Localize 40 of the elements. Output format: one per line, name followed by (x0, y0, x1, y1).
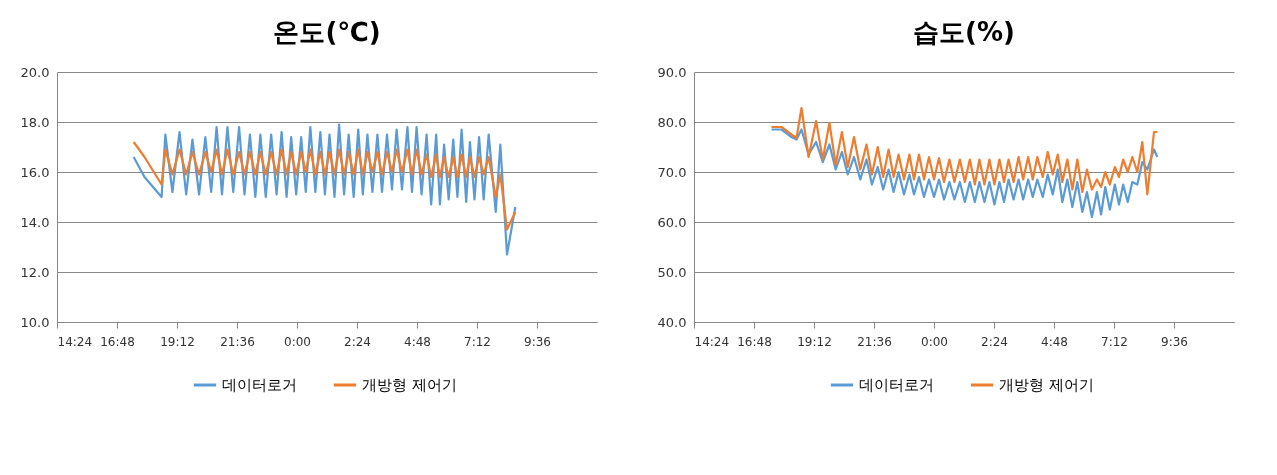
y-tick-label: 50.0 (657, 264, 687, 280)
chart-title: 온도(℃) (273, 17, 381, 47)
y-tick-label: 12.0 (20, 264, 50, 280)
y-tick-label: 18.0 (20, 114, 50, 130)
line-series (770, 128, 1159, 219)
x-tick-label: 7:12 (464, 334, 491, 349)
y-tick-label: 80.0 (657, 114, 687, 130)
x-tick-label: 0:00 (284, 334, 311, 349)
x-tick-label: 19:12 (160, 334, 195, 349)
x-tick-label: 2:24 (344, 334, 371, 349)
y-tick-label: 90.0 (657, 64, 687, 80)
x-tick-label: 16:48 (100, 334, 135, 349)
x-tick-label: 9:36 (524, 334, 551, 349)
y-tick-label: 10.0 (20, 314, 50, 330)
y-tick-label: 40.0 (657, 314, 687, 330)
x-tick-label: 0:00 (921, 334, 948, 349)
x-tick-label: 19:12 (797, 334, 832, 349)
x-tick-label: 9:36 (1161, 334, 1188, 349)
x-tick-label: 16:48 (737, 334, 772, 349)
line-series (132, 123, 517, 256)
x-tick-label: 7:12 (1101, 334, 1128, 349)
x-tick-label: 4:48 (404, 334, 431, 349)
y-tick-label: 16.0 (20, 164, 50, 180)
x-tick-label: 14:24 (694, 334, 730, 349)
legend-label: 개방형 제어기 (999, 376, 1094, 394)
x-tick-label: 21:36 (220, 334, 255, 349)
y-tick-label: 20.0 (20, 64, 50, 80)
x-tick-label: 14:24 (57, 334, 93, 349)
x-tick-label: 4:48 (1041, 334, 1068, 349)
legend-label: 개방형 제어기 (362, 376, 457, 394)
y-tick-label: 60.0 (657, 214, 687, 230)
x-tick-label: 21:36 (857, 334, 892, 349)
y-tick-label: 14.0 (20, 214, 50, 230)
legend-label: 데이터로거 (859, 376, 934, 394)
x-tick-label: 2:24 (981, 334, 1008, 349)
legend-label: 데이터로거 (222, 376, 297, 394)
chart-title: 습도(%) (913, 17, 1015, 47)
line-series (132, 140, 517, 231)
y-tick-label: 70.0 (657, 164, 687, 180)
line-series (770, 106, 1159, 196)
